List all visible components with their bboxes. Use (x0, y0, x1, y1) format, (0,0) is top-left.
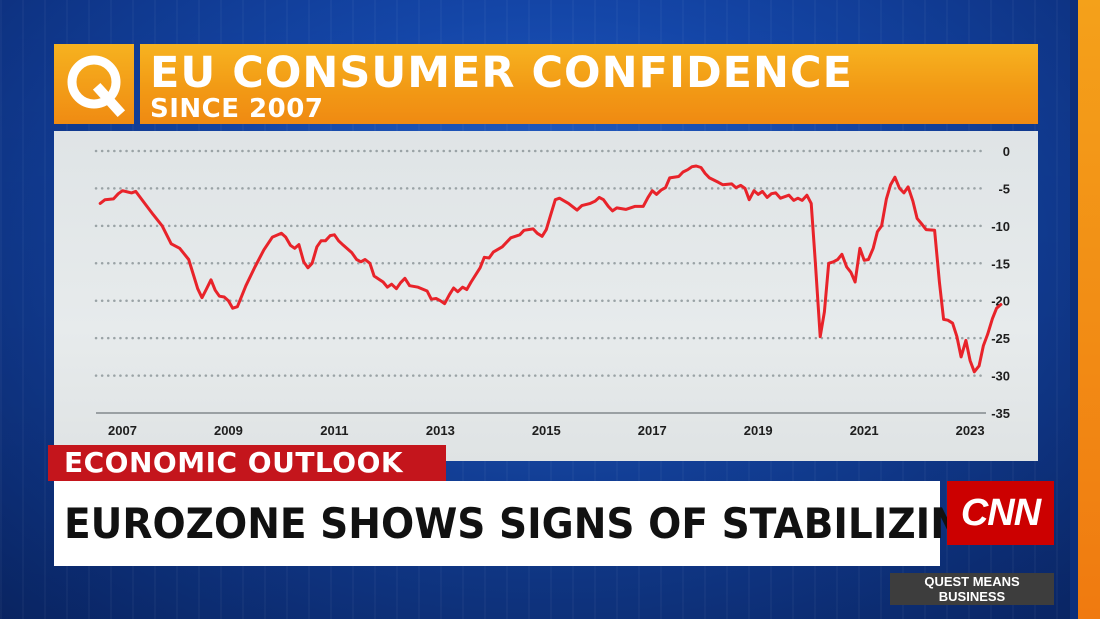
y-tick-label: -15 (991, 256, 1010, 271)
headline: EUROZONE SHOWS SIGNS OF STABILIZING (64, 499, 995, 548)
y-tick-label: -5 (998, 181, 1010, 196)
line-chart: 0 -5 -10 -15 -20 -25 -30 -35 2007 2009 2011 2013 201… (94, 144, 1010, 438)
y-tick-label: -30 (991, 369, 1010, 384)
show-logo (54, 44, 134, 124)
chart-panel: 0 -5 -10 -15 -20 -25 -30 -35 2007 2009 2011 2013 201… (54, 131, 1038, 461)
axes: 0 -5 -10 -15 -20 -25 -30 -35 2007 2009 2011 2013 201… (108, 144, 1010, 438)
title-banner: EU CONSUMER CONFIDENCE SINCE 2007 (140, 44, 1038, 124)
gridlines (94, 149, 988, 414)
y-tick-label: -35 (991, 406, 1010, 421)
segment-tag: ECONOMIC OUTLOOK (48, 445, 446, 481)
headline-bar: EUROZONE SHOWS SIGNS OF STABILIZING (54, 481, 995, 566)
show-name-line1: QUEST MEANS (924, 574, 1020, 589)
x-tick-label: 2019 (744, 423, 773, 438)
y-tick-label: 0 (1003, 144, 1010, 159)
x-tick-label: 2007 (108, 423, 137, 438)
x-tick-label: 2013 (426, 423, 455, 438)
x-tick-label: 2009 (214, 423, 243, 438)
series-layer (98, 164, 1003, 374)
x-tick-label: 2011 (320, 423, 348, 438)
x-tick-label: 2015 (532, 423, 561, 438)
right-edge-band (1070, 0, 1078, 619)
x-tick-label: 2021 (850, 423, 879, 438)
y-tick-label: -20 (991, 294, 1010, 309)
y-tick-label: -25 (991, 331, 1010, 346)
show-name-line2: BUSINESS (938, 589, 1006, 604)
y-tick-label: -10 (991, 219, 1010, 234)
x-tick-label: 2023 (956, 423, 985, 438)
cnn-logo: CNN (947, 481, 1054, 545)
right-edge-accent (1078, 0, 1100, 619)
cnn-logo-text: CNN (960, 491, 1041, 534)
series-line (98, 164, 1003, 374)
show-name-tag: QUEST MEANS BUSINESS (890, 573, 1054, 605)
chart-subtitle: SINCE 2007 (150, 94, 324, 124)
chart-title: EU CONSUMER CONFIDENCE (150, 48, 853, 98)
x-tick-label: 2017 (638, 423, 667, 438)
q-logo-icon (67, 55, 126, 118)
